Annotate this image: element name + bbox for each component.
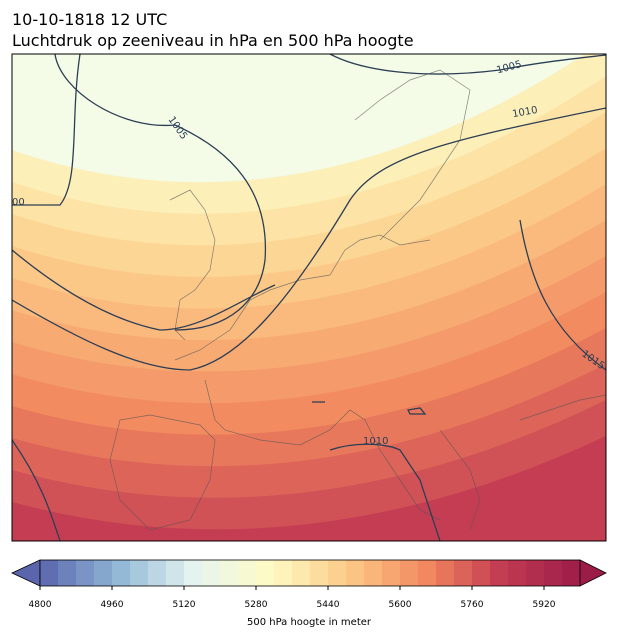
colorbar-bin [328, 560, 347, 586]
colorbar-bin [130, 560, 149, 586]
colorbar-bin [292, 560, 311, 586]
colorbar-bin [94, 560, 113, 586]
colorbar-tick-label: 4960 [101, 600, 124, 610]
colorbar-extend-low [11, 559, 41, 587]
colorbar-bin [454, 560, 473, 586]
coastlines [109, 69, 606, 531]
contour-label: 00 [12, 197, 25, 208]
colorbar-bin [310, 560, 329, 586]
contour-label: 1010 [363, 436, 388, 447]
pressure-contours [12, 54, 606, 541]
colorbar-bin [112, 560, 131, 586]
subtitle: Luchtdruk op zeeniveau in hPa en 500 hPa… [12, 31, 414, 50]
colorbar-bin [256, 560, 275, 586]
height-band [12, 436, 606, 541]
colorbar-bin [166, 560, 185, 586]
colorbar: 4800 4960 5120 5280 5440 5600 5760 5920 [11, 559, 607, 610]
colorbar-bin [544, 560, 563, 586]
colorbar-bin [76, 560, 95, 586]
title: 10-10-1818 12 UTC [12, 10, 167, 29]
colorbar-tick-label: 5120 [173, 600, 196, 610]
map-frame [11, 53, 607, 542]
colorbar-frame [39, 559, 581, 587]
colorbar-bin [274, 560, 293, 586]
colorbar-bin [436, 560, 455, 586]
contour-label: 1010 [512, 105, 539, 120]
colorbar-bin [40, 560, 59, 586]
colorbar-tick-label: 5760 [461, 600, 484, 610]
colorbar-tick-label: 5440 [317, 600, 340, 610]
height-fill [12, 54, 606, 541]
colorbar-label: 500 hPa hoogte in meter [247, 617, 372, 628]
colorbar-bin [148, 560, 167, 586]
colorbar-bin [382, 560, 401, 586]
colorbar-bin [418, 560, 437, 586]
colorbar-tick-label: 4800 [29, 600, 52, 610]
colorbar-bin [184, 560, 203, 586]
colorbar-bin [202, 560, 221, 586]
colorbar-bin [400, 560, 419, 586]
map: 1005 1005 1010 00 1015 1010 [12, 54, 606, 541]
colorbar-bin [58, 560, 77, 586]
colorbar-tick-label: 5280 [245, 600, 268, 610]
colorbar-tick-label: 5600 [389, 600, 412, 610]
colorbar-bin [490, 560, 509, 586]
colorbar-bin [346, 560, 365, 586]
colorbar-extend-high [579, 559, 607, 587]
colorbar-bin [472, 560, 491, 586]
colorbar-bin [220, 560, 239, 586]
colorbar-bin [508, 560, 527, 586]
colorbar-bin [238, 560, 257, 586]
colorbar-bin [364, 560, 383, 586]
colorbar-bin [562, 560, 581, 586]
colorbar-tick-label: 5920 [533, 600, 556, 610]
colorbar-bin [526, 560, 545, 586]
